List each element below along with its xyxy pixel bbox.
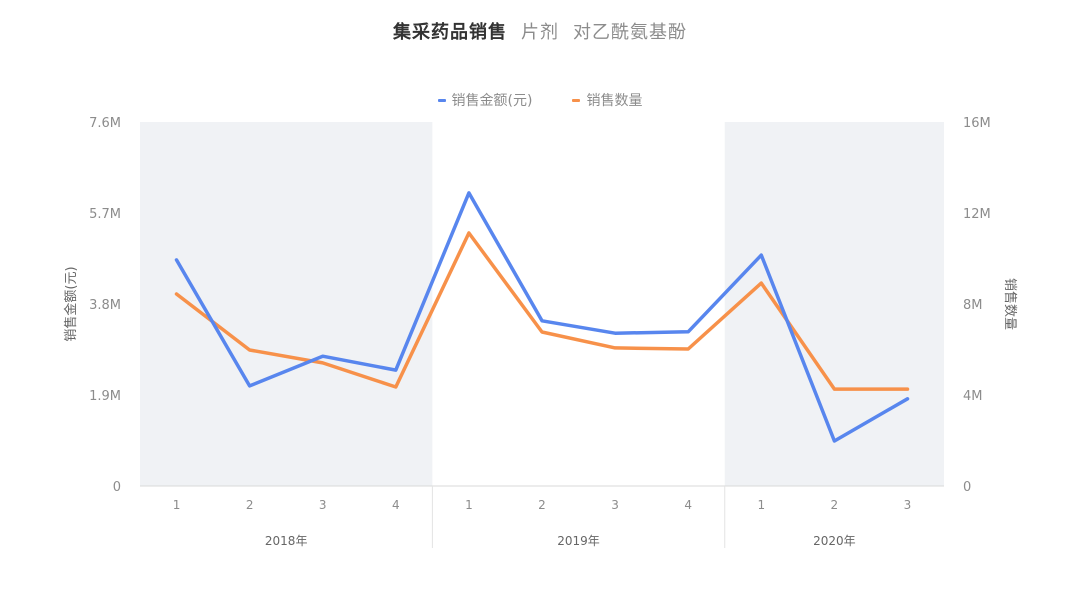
right-axis-tick: 12M xyxy=(963,207,991,222)
chart-title-main: 集采药品销售 xyxy=(393,22,507,43)
x-axis-quarter-label: 2 xyxy=(831,498,839,512)
x-axis-quarter-label: 3 xyxy=(904,498,912,512)
right-axis-title: 销售数量 xyxy=(1002,278,1018,330)
series-line-amount xyxy=(174,191,910,443)
x-axis-year-label: 2018年 xyxy=(265,534,308,548)
chart-subtitle-form: 片剂 xyxy=(521,22,559,43)
chart-title: 集采药品销售 片剂 对乙酰氨基酚 xyxy=(0,18,1080,44)
right-axis-tick: 8M xyxy=(963,298,983,313)
year-band-2 xyxy=(724,122,944,486)
x-axis-quarter-label: 1 xyxy=(465,498,473,512)
right-axis-tick: 0 xyxy=(963,480,971,495)
x-axis-quarter-label: 3 xyxy=(319,498,327,512)
left-axis-title: 销售金额(元) xyxy=(63,266,79,341)
right-axis-tick: 4M xyxy=(963,389,983,404)
legend-item-quantity[interactable]: 销售数量 xyxy=(572,90,642,110)
legend-marker-quantity-icon xyxy=(572,98,581,102)
chart-subtitle-drug: 对乙酰氨基酚 xyxy=(573,22,687,43)
chart-legend: 销售金额(元) 销售数量 xyxy=(0,90,1080,110)
x-axis-quarter-label: 2 xyxy=(538,498,546,512)
x-axis-quarter-label: 3 xyxy=(611,498,619,512)
left-axis-tick: 3.8M xyxy=(89,298,121,313)
legend-label-amount: 销售金额(元) xyxy=(451,93,533,109)
x-axis-quarter-label: 1 xyxy=(173,498,181,512)
x-axis-year-label: 2020年 xyxy=(813,534,856,548)
legend-marker-amount-icon xyxy=(437,98,446,102)
year-band-0 xyxy=(140,122,433,486)
x-axis-quarter-label: 4 xyxy=(684,498,692,512)
right-axis-tick: 16M xyxy=(963,116,991,131)
left-axis-tick: 5.7M xyxy=(89,207,121,222)
x-axis-quarter-label: 2 xyxy=(246,498,254,512)
legend-item-amount[interactable]: 销售金额(元) xyxy=(437,90,533,110)
x-axis-quarter-label: 4 xyxy=(392,498,400,512)
x-axis-year-label: 2019年 xyxy=(557,534,600,548)
left-axis-tick: 7.6M xyxy=(89,116,121,131)
left-axis-tick: 0 xyxy=(113,480,121,495)
left-axis-tick: 1.9M xyxy=(89,389,121,404)
legend-label-quantity: 销售数量 xyxy=(586,93,643,109)
x-axis-quarter-label: 1 xyxy=(757,498,765,512)
